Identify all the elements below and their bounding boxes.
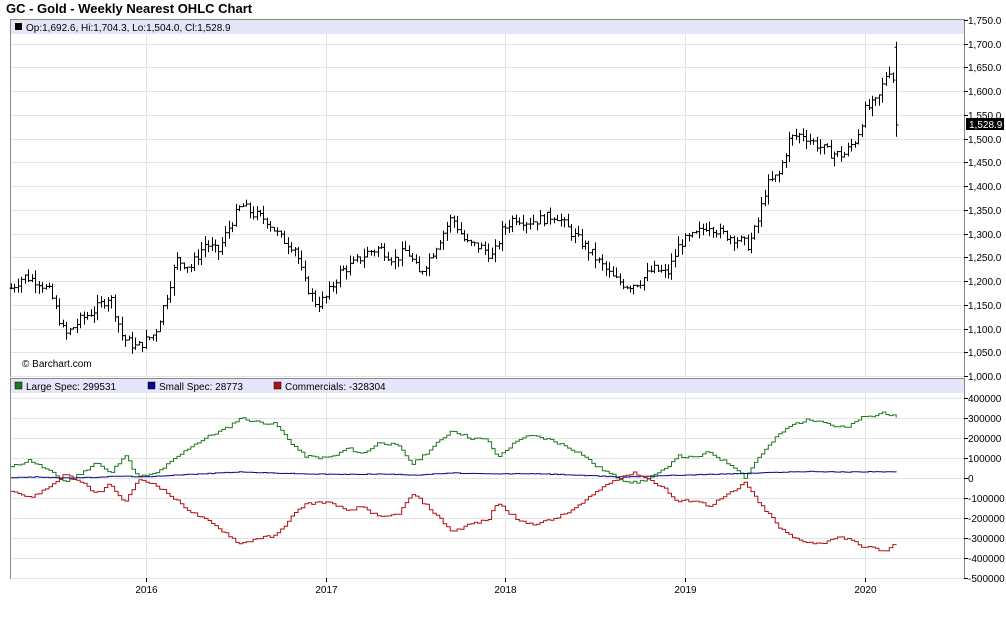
cot-y-tick-label: -200000 — [968, 514, 1005, 525]
small-spec-legend-label: Small Spec: 28773 — [159, 382, 243, 393]
ohlc-values-label: Op:1,692.6, Hi:1,704.3, Lo:1,504.0, Cl:1… — [26, 23, 231, 34]
cot-lines — [11, 411, 897, 552]
price-y-tick-label: 1,350.0 — [968, 206, 1002, 217]
price-y-tick-label: 1,600.0 — [968, 87, 1002, 98]
price-y-axis: 1,000.0 1,050.0 1,100.0 1,150.0 1,200.0 1,250… — [964, 16, 1002, 383]
chart-title: GC - Gold - Weekly Nearest OHLC Chart — [6, 1, 253, 16]
cot-y-tick-label: 100000 — [968, 454, 1002, 465]
price-y-tick-label: 1,200.0 — [968, 277, 1002, 288]
cot-y-tick-label: -100000 — [968, 494, 1005, 505]
last-price-label: 1,528.9 — [969, 120, 1003, 131]
price-panel-header — [11, 20, 964, 34]
x-tick-label: 2020 — [854, 585, 877, 596]
large-spec-legend-label: Large Spec: 299531 — [26, 382, 117, 393]
commercials-legend-marker — [273, 381, 282, 390]
price-y-tick-label: 1,500.0 — [968, 135, 1002, 146]
cot-panel-header — [11, 379, 964, 393]
cot-series-line — [11, 471, 897, 552]
price-y-tick-label: 1,100.0 — [968, 325, 1002, 336]
large-spec-legend-marker — [14, 381, 23, 390]
price-y-tick-label: 1,700.0 — [968, 40, 1002, 51]
cot-y-tick-label: -500000 — [968, 574, 1005, 585]
price-y-tick-label: 1,150.0 — [968, 301, 1002, 312]
price-y-tick-label: 1,450.0 — [968, 158, 1002, 169]
price-y-tick-label: 1,400.0 — [968, 182, 1002, 193]
cot-y-tick-label: 200000 — [968, 434, 1002, 445]
x-tick-label: 2017 — [315, 585, 338, 596]
cot-grid — [11, 393, 964, 579]
price-y-tick-label: 1,000.0 — [968, 372, 1002, 383]
small-spec-legend-marker — [147, 381, 156, 390]
price-grid — [11, 20, 964, 377]
cot-y-axis: -500000 -400000 -300000 -200000 -100000 0 1000… — [964, 394, 1005, 585]
last-price-box — [966, 118, 1004, 130]
price-y-tick-label: 1,550.0 — [968, 111, 1002, 122]
ohlc-legend-marker — [15, 23, 22, 30]
price-y-tick-label: 1,650.0 — [968, 63, 1002, 74]
ohlc-bars — [9, 41, 899, 354]
cot-series-line — [11, 470, 897, 479]
x-tick-label: 2018 — [494, 585, 517, 596]
cot-series-line — [11, 411, 897, 484]
price-panel-frame — [10, 19, 965, 377]
price-y-tick-label: 1,750.0 — [968, 16, 1002, 27]
x-axis: 2016 2017 2018 2019 2020 — [135, 578, 877, 596]
cot-y-tick-label: 0 — [968, 474, 974, 485]
cot-y-tick-label: -300000 — [968, 534, 1005, 545]
commercials-legend-label: Commercials: -328304 — [285, 382, 386, 393]
price-y-tick-label: 1,300.0 — [968, 230, 1002, 241]
watermark: © Barchart.com — [22, 359, 92, 370]
price-y-tick-label: 1,250.0 — [968, 253, 1002, 264]
cot-legend: Large Spec: 299531 Small Spec: 28773 Com… — [14, 381, 386, 393]
x-tick-label: 2019 — [674, 585, 697, 596]
cot-y-tick-label: 300000 — [968, 414, 1002, 425]
cot-y-tick-label: -400000 — [968, 554, 1005, 565]
cot-y-tick-label: 400000 — [968, 394, 1002, 405]
price-y-tick-label: 1,050.0 — [968, 348, 1002, 359]
x-tick-label: 2016 — [135, 585, 158, 596]
